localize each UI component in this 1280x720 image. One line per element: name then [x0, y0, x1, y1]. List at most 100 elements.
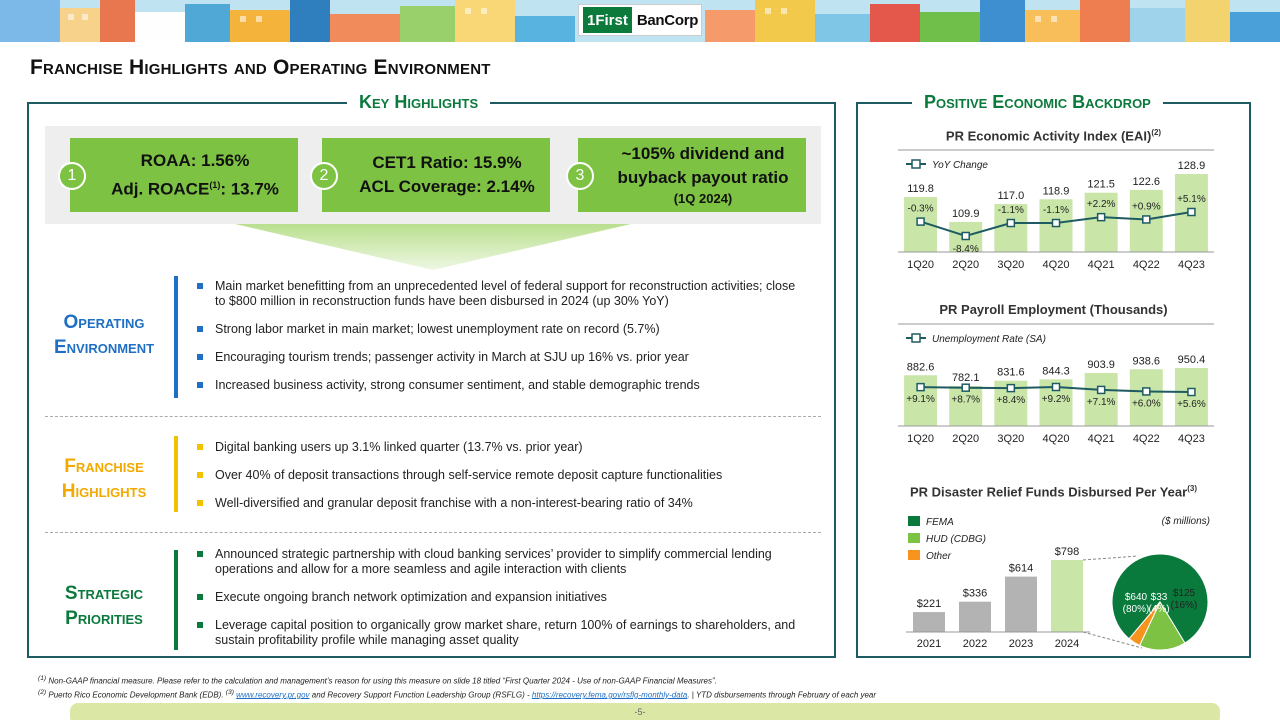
highlight-line: ACL Coverage: 2.14% [359, 177, 535, 196]
key-highlights-panel: Key Highlights 1 ROAA: 1.56% Adj. ROACE(… [27, 92, 836, 661]
chart-bar [994, 204, 1028, 252]
bar-value-label: $336 [963, 588, 987, 600]
connector-line [1082, 631, 1143, 649]
chart-title-eai: PR Economic Activity Index (EAI)(2) [858, 128, 1249, 143]
fema-rsflg-link[interactable]: https://recovery.fema.gov/rsflg-monthly-… [531, 690, 688, 700]
line-point [916, 217, 925, 226]
line-point [1096, 385, 1106, 395]
section-divider [45, 532, 821, 533]
x-tick-label: 4Q21 [1088, 433, 1115, 445]
highlight-line: (1Q 2024) [673, 191, 733, 206]
section-label-line: Environment [53, 337, 155, 358]
pie-pct-label: (16%) [1171, 600, 1198, 611]
bar-value-label: 782.1 [952, 372, 980, 384]
bar-value-label: $221 [917, 598, 941, 610]
operating-environment-list: Main market benefitting from an unpreced… [197, 279, 807, 406]
x-tick-label: 3Q20 [997, 433, 1024, 445]
chart-title-text: PR Payroll Employment (Thousands) [939, 302, 1168, 317]
line-value-label: +2.2% [1087, 199, 1116, 210]
line-point [1051, 218, 1061, 228]
highlight-card-3: 3 ~105% dividend and buyback payout rati… [566, 138, 806, 212]
footnote-ref: (2) [38, 688, 47, 696]
highlight-line: : 13.7% [220, 179, 279, 199]
pie-slice [1128, 601, 1161, 647]
x-tick-label: 1Q20 [907, 259, 934, 271]
highlight-card-2: 2 CET1 Ratio: 15.9% ACL Coverage: 2.14% [310, 138, 550, 212]
highlight-line: CET1 Ratio: 15.9% [372, 153, 522, 172]
line-point [961, 231, 970, 241]
legend-label: Unemployment Rate (SA) [932, 334, 1046, 345]
strategic-priorities-list: Announced strategic partnership with clo… [197, 547, 807, 661]
section-label-line: Highlights [61, 481, 147, 502]
line-value-label: +8.4% [997, 395, 1026, 406]
footnote-text: Puerto Rico Economic Development Bank (E… [48, 690, 224, 700]
footnote-1: (1) Non-GAAP financial measure. Please r… [38, 673, 876, 687]
economic-backdrop-panel: Positive Economic Backdrop PR Economic A… [856, 92, 1251, 658]
footnote-ref: (2) [1151, 128, 1162, 137]
card-number-badge: 1 [58, 162, 86, 190]
x-tick-label: 4Q20 [1043, 259, 1070, 271]
line-value-label: +5.6% [1177, 399, 1206, 410]
x-tick-label: 2Q20 [952, 259, 979, 271]
legend-marker [911, 333, 921, 343]
line-value-label: +9.2% [1042, 394, 1071, 405]
line-point [1142, 387, 1151, 396]
key-highlights-title: Key Highlights [347, 92, 491, 113]
payroll-chart: Unemployment Rate (SA) 882.6 1Q20 782.1 2Q20… [898, 323, 1214, 445]
bar-value-label: 121.5 [1087, 179, 1115, 191]
chart-bar [1084, 372, 1118, 426]
line-value-label: +6.0% [1132, 398, 1161, 409]
legend-label: HUD (CDBG) [926, 534, 986, 545]
x-tick-label: 4Q21 [1088, 259, 1115, 271]
bar-value-label: 950.4 [1178, 354, 1206, 366]
highlight-line: ~105% dividend and [621, 144, 785, 163]
list-item: Encouraging tourism trends; passenger ac… [197, 350, 807, 365]
pie-slice [1138, 600, 1186, 651]
connector-line [1082, 555, 1139, 561]
line-point [1187, 207, 1196, 217]
highlight-line: buyback payout ratio [617, 168, 789, 187]
bar-value-label: $614 [1009, 563, 1033, 575]
chart-bar [949, 386, 983, 426]
list-item: Strong labor market in main market; lowe… [197, 322, 807, 337]
list-item: Increased business activity, strong cons… [197, 378, 807, 393]
list-item: Execute ongoing branch network optimizat… [197, 590, 807, 605]
chart-title-payroll: PR Payroll Employment (Thousands) [858, 302, 1249, 317]
unit-note: ($ millions) [1162, 516, 1210, 527]
line-value-label: -0.3% [908, 204, 934, 215]
x-tick-label: 4Q23 [1178, 259, 1205, 271]
x-tick-label: 2021 [917, 638, 941, 650]
section-label-line: Strategic [64, 583, 144, 604]
list-item: Leverage capital position to organically… [197, 618, 807, 648]
highlight-text: CET1 Ratio: 15.9% ACL Coverage: 2.14% [359, 151, 534, 199]
line-value-label: +0.9% [1132, 201, 1161, 212]
chart-bar [1129, 369, 1163, 426]
line-value-label: -1.1% [1043, 205, 1069, 216]
legend-label: Other [926, 551, 952, 562]
bar-value-label: 882.6 [907, 361, 935, 373]
line-value-label: -8.4% [953, 244, 979, 255]
x-tick-label: 2023 [1009, 638, 1033, 650]
section-accent-bar [174, 550, 178, 650]
highlight-text: ROAA: 1.56% Adj. ROACE(1): 13.7% [111, 149, 279, 202]
section-label-strategic-priorities: Strategic Priorities [43, 581, 165, 631]
footnote-ref: (3) [1187, 484, 1197, 493]
footnote-text: and Recovery Support Function Leadership… [311, 690, 530, 700]
line-point [1006, 383, 1016, 393]
highlight-text: ~105% dividend and buyback payout ratio … [618, 142, 789, 208]
line-point [916, 382, 925, 392]
footnote-text: . | YTD disbursements through February o… [687, 690, 877, 700]
line-point [1096, 212, 1106, 222]
disaster-relief-chart: FEMA HUD (CDBG) Other ($ millions) $221 2021 $… [906, 516, 1210, 651]
recovery-pr-link[interactable]: www.recovery.pr.gov [236, 690, 310, 700]
page-number: -5- [634, 707, 646, 717]
footnote-ref: (1) [209, 179, 221, 190]
line-value-label: +9.1% [906, 394, 935, 405]
pie-slice [1111, 553, 1209, 644]
legend-swatch [908, 516, 920, 526]
legend-swatch [908, 550, 920, 560]
legend-marker [911, 159, 921, 169]
bar-value-label: 831.6 [997, 367, 1025, 379]
highlight-card-1: 1 ROAA: 1.56% Adj. ROACE(1): 13.7% [58, 138, 298, 212]
line-value-label: +8.7% [951, 395, 980, 406]
